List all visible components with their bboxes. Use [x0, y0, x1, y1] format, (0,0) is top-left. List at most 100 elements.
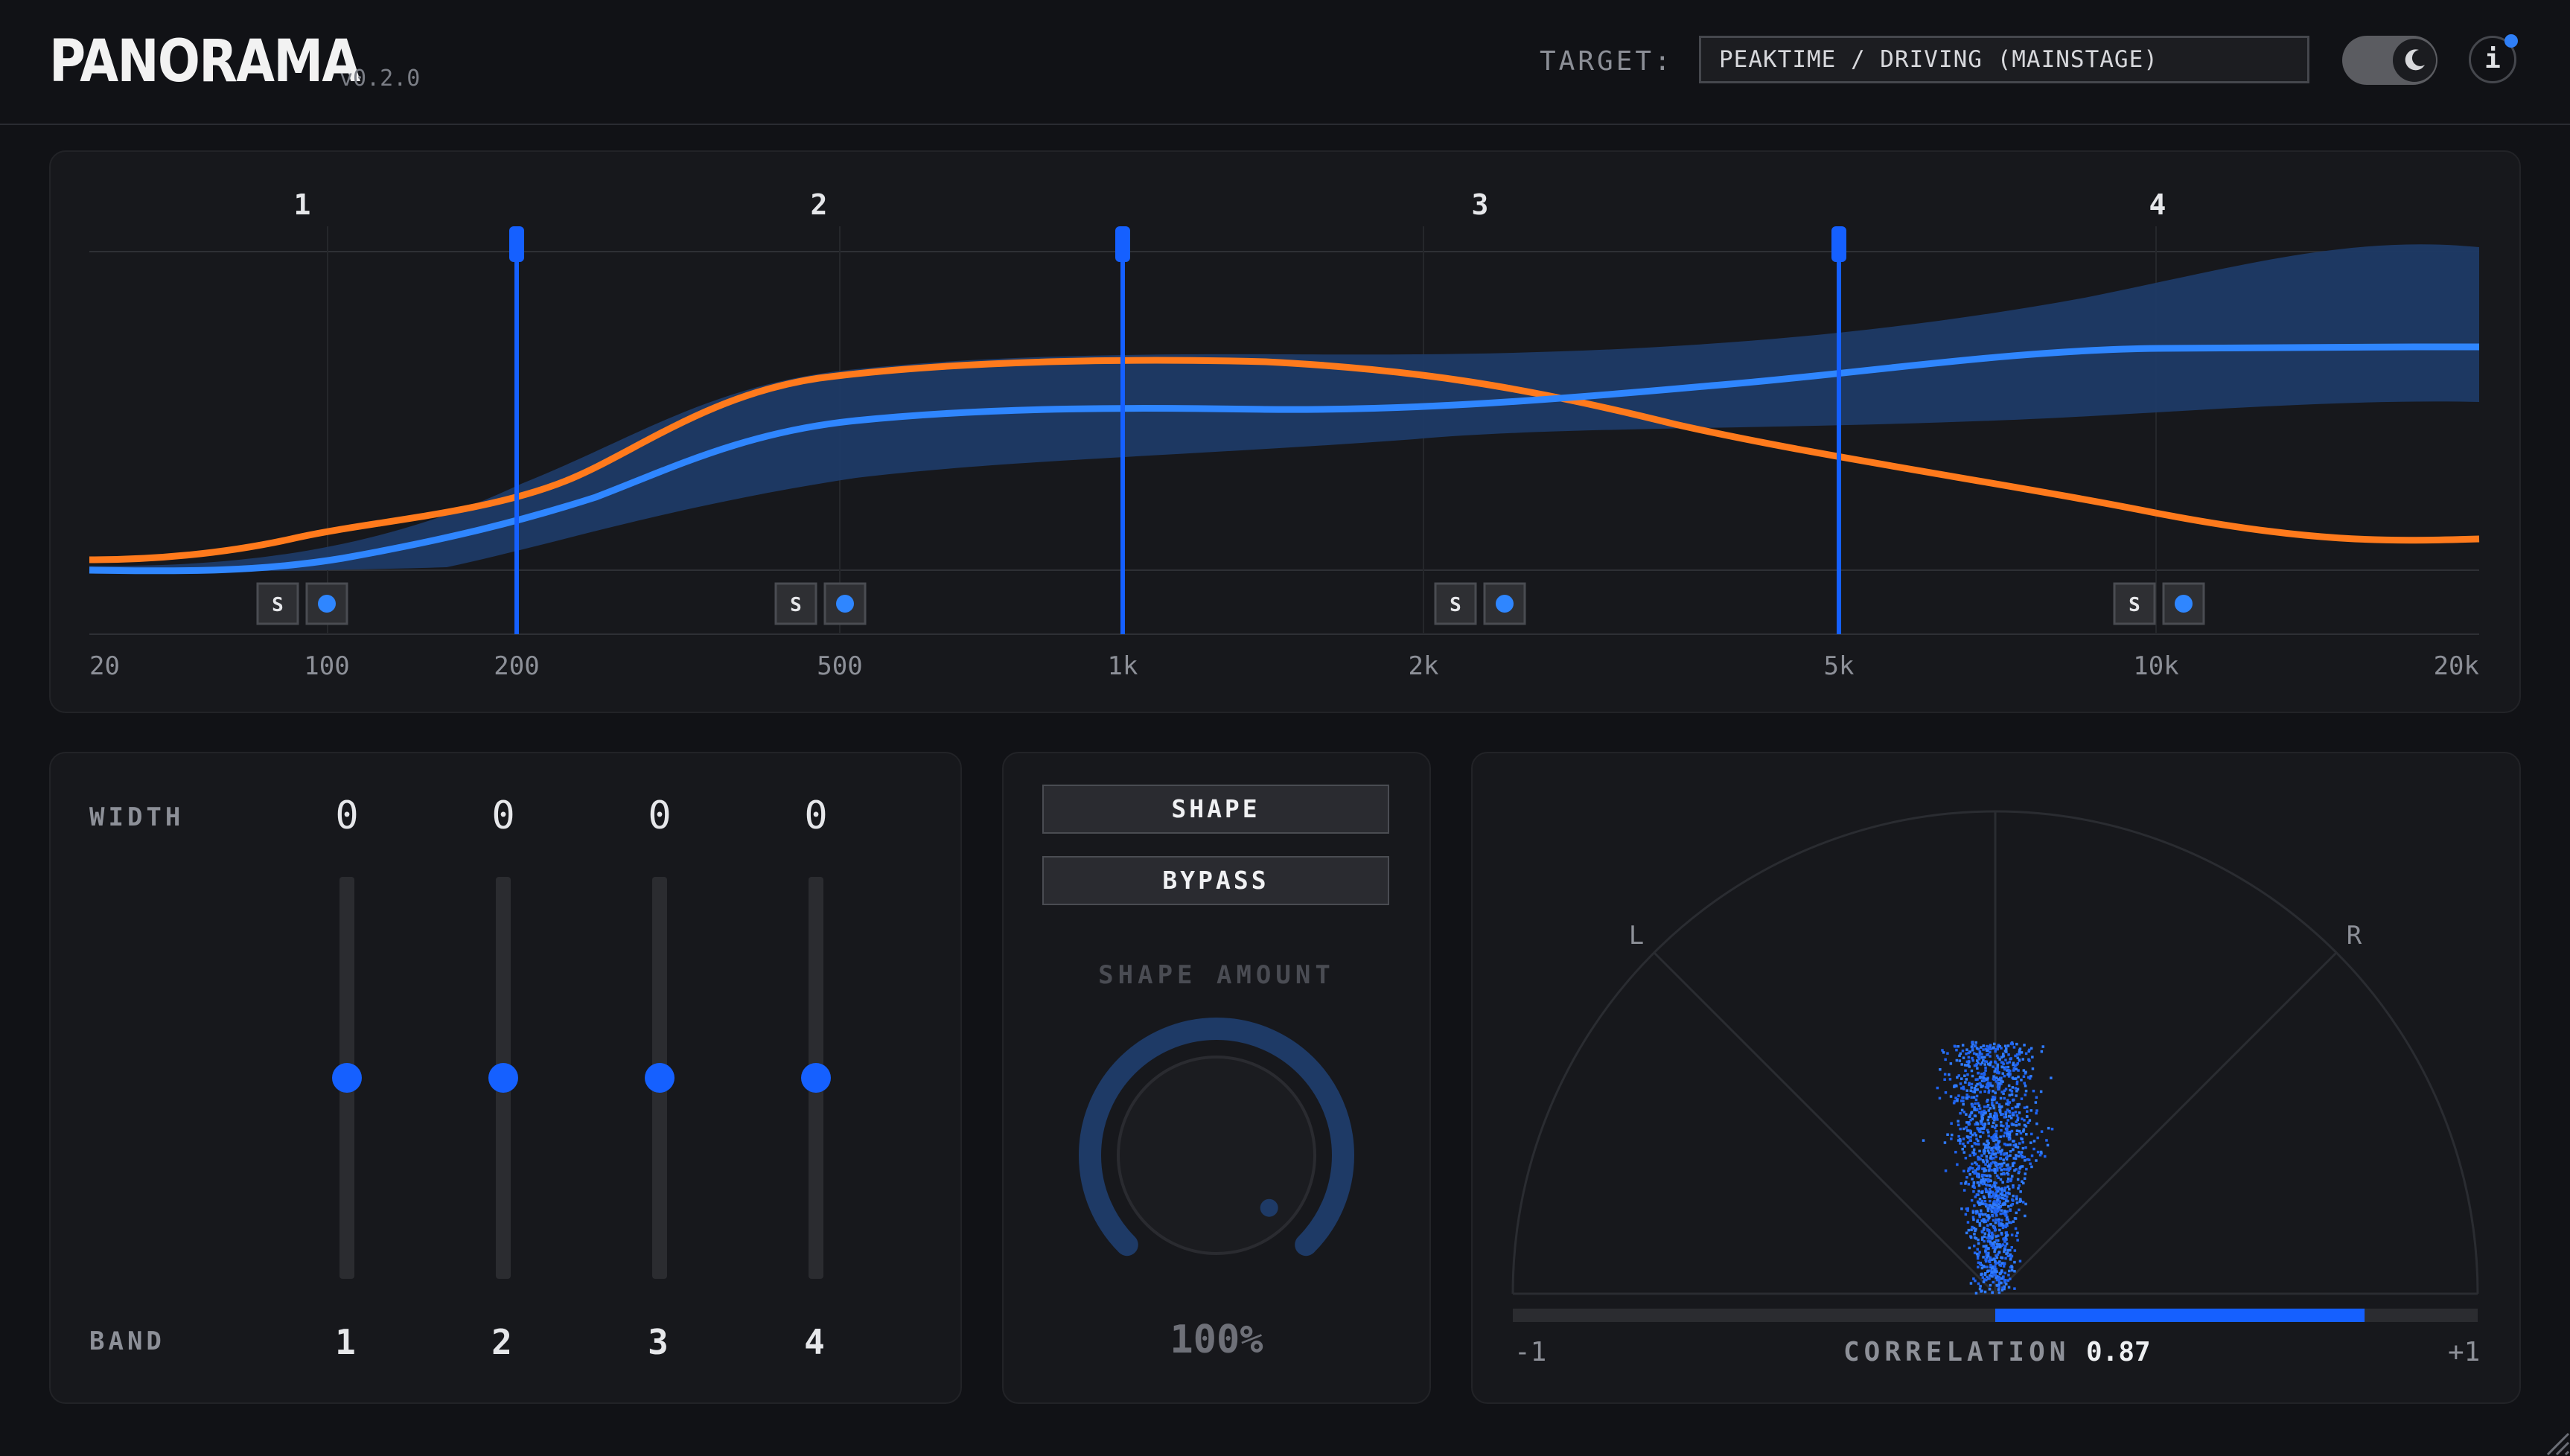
scatter-point — [1991, 1231, 1994, 1235]
scatter-point — [2021, 1156, 2024, 1159]
width-slider-thumb-4[interactable] — [801, 1063, 831, 1093]
solo-button-2[interactable] — [774, 582, 817, 625]
scatter-point — [1971, 1105, 1974, 1108]
scatter-point — [1998, 1201, 2002, 1204]
knob-body[interactable] — [1117, 1056, 1316, 1255]
scatter-point — [1995, 1143, 1997, 1146]
scatter-point — [1965, 1231, 1968, 1235]
scatter-point — [1986, 1209, 1990, 1213]
scatter-point — [1983, 1060, 1987, 1063]
scatter-point — [1991, 1275, 1994, 1278]
scatter-point — [2006, 1119, 2009, 1122]
scatter-point — [1982, 1280, 1986, 1283]
scatter-point — [1996, 1070, 1999, 1073]
scatter-point — [1995, 1145, 1997, 1149]
scatter-point — [1936, 1086, 1939, 1090]
scatter-point — [1983, 1169, 1986, 1173]
scatter-point — [1971, 1117, 1974, 1121]
scatter-point — [1983, 1146, 1987, 1149]
scatter-point — [1955, 1059, 1959, 1062]
scatter-point — [1975, 1210, 1979, 1213]
scatter-point — [1995, 1218, 1998, 1222]
solo-button-1[interactable] — [256, 582, 299, 625]
scatter-point — [1968, 1123, 1971, 1125]
scatter-point — [1986, 1204, 1989, 1207]
crossover-handle-3[interactable] — [1831, 226, 1846, 262]
scatter-point — [2023, 1177, 2027, 1180]
band-active-icon-1 — [318, 595, 336, 613]
scatter-point — [1975, 1053, 1978, 1056]
scatter-point — [1983, 1105, 1986, 1108]
scatter-point — [1992, 1095, 1995, 1099]
scatter-point — [1980, 1191, 1984, 1194]
scatter-point — [1974, 1195, 1977, 1198]
scatter-point — [1985, 1258, 1988, 1261]
scatter-point — [2008, 1192, 2011, 1195]
scatter-point — [2000, 1262, 2004, 1265]
crossover-handles[interactable] — [509, 226, 1846, 634]
scatter-point — [2027, 1076, 2030, 1079]
scatter-point — [2013, 1249, 2017, 1252]
bypass-button[interactable]: BYPASS — [1042, 856, 1389, 905]
scatter-point — [1999, 1192, 2003, 1195]
scatter-point — [1995, 1187, 1997, 1190]
width-slider-thumb-1[interactable] — [332, 1063, 362, 1093]
band-number-4: 4 — [804, 1322, 825, 1362]
scatter-point — [2027, 1158, 2031, 1161]
scatter-point — [1968, 1173, 1971, 1176]
scatter-point — [2016, 1103, 2019, 1106]
target-select[interactable]: PEAKTIME / DRIVING (MAINSTAGE) — [1699, 36, 2309, 83]
scatter-point — [2015, 1067, 2018, 1070]
scatter-point — [2002, 1158, 2005, 1161]
scatter-point — [1997, 1056, 2000, 1059]
scatter-point — [1987, 1180, 1990, 1183]
scatter-point — [2040, 1130, 2044, 1133]
shape-button[interactable]: SHAPE — [1042, 785, 1389, 834]
scatter-point — [1998, 1045, 2001, 1048]
scatter-point — [2012, 1157, 2015, 1160]
scatter-point — [1949, 1095, 1953, 1098]
scatter-point — [1979, 1181, 1982, 1184]
scatter-point — [2015, 1124, 2018, 1127]
scatter-point — [1976, 1082, 1979, 1086]
scatter-point — [1996, 1118, 1999, 1121]
scatter-point — [2004, 1088, 2008, 1091]
scatter-point — [1985, 1254, 1988, 1257]
width-slider-thumb-3[interactable] — [645, 1063, 675, 1093]
crossover-graph[interactable]: 1 2 3 4 S S S S 20 100 200 500 1k 2k 5k … — [0, 0, 2570, 729]
scatter-point — [2006, 1073, 2010, 1076]
scatter-point — [1972, 1190, 1975, 1193]
scatter-point — [1965, 1093, 1968, 1096]
scatter-point — [2012, 1140, 2015, 1143]
width-slider-thumb-2[interactable] — [488, 1063, 518, 1093]
scatter-point — [1977, 1129, 1981, 1133]
scatter-point — [1976, 1059, 1979, 1062]
scatter-point — [2000, 1124, 2003, 1127]
scatter-point — [1995, 1181, 1997, 1185]
scatter-point — [1990, 1205, 1994, 1209]
theme-toggle-knob[interactable] — [2393, 39, 2436, 82]
solo-button-3[interactable] — [1434, 582, 1477, 625]
scatter-point — [1989, 1107, 1992, 1110]
scatter-point — [2003, 1262, 2006, 1265]
scatter-point — [1989, 1060, 1993, 1064]
crossover-handle-1[interactable] — [509, 226, 524, 262]
solo-button-4[interactable] — [2113, 582, 2156, 625]
scatter-point — [2003, 1044, 2007, 1047]
resize-handle-icon[interactable] — [2537, 1423, 2570, 1456]
crossover-handle-2[interactable] — [1115, 226, 1130, 262]
scatter-point — [2000, 1128, 2003, 1132]
scatter-point — [2046, 1143, 2050, 1147]
scatter-point — [1984, 1272, 1987, 1275]
scatter-point — [1957, 1045, 1960, 1048]
scatter-point — [1958, 1054, 1961, 1057]
scatter-point — [2000, 1219, 2003, 1222]
info-button[interactable]: i — [2469, 36, 2516, 83]
scatter-point — [2002, 1053, 2005, 1056]
scatter-point — [1993, 1137, 1996, 1140]
shape-amount-knob[interactable] — [1065, 1009, 1368, 1288]
scatter-point — [1983, 1056, 1986, 1059]
band-enable-button-2[interactable] — [823, 582, 867, 625]
scatter-point — [1987, 1062, 1990, 1066]
scatter-point — [1988, 1277, 1991, 1280]
